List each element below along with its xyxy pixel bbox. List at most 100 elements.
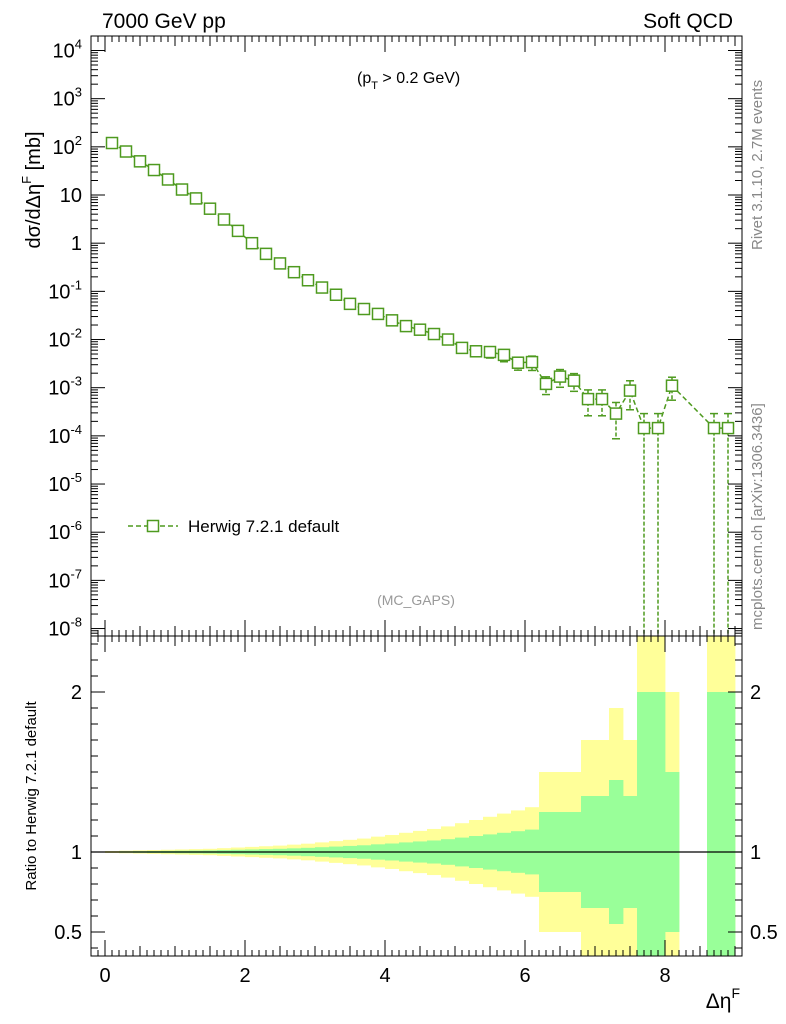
legend-label: Herwig 7.2.1 default: [188, 517, 339, 536]
x-axis: 0 2 4 6 8: [90, 36, 743, 987]
y-tick-label: 1: [71, 233, 82, 255]
ratio-y-axis-label: Ratio to Herwig 7.2.1 default: [23, 701, 40, 891]
data-point: [189, 192, 203, 205]
pt-cut-subscript: T: [371, 80, 378, 92]
main-plot-content: [105, 136, 735, 636]
data-point: [301, 273, 315, 287]
y-tick-label: 10-5: [48, 470, 82, 496]
mcplots-reference-label: mcplots.cern.ch [arXiv:1306.3436]: [749, 403, 766, 630]
data-point: [329, 288, 343, 301]
ratio-y-tick-label-right: 2: [750, 682, 761, 704]
ratio-y-tick-label: 2: [71, 682, 82, 704]
main-y-axis-label: dσ/dΔηF [mb]: [19, 131, 45, 248]
y-tick-label-exponent: -4: [70, 422, 82, 437]
data-point: [427, 327, 441, 341]
ratio-frame: [90, 635, 743, 957]
data-point: [315, 281, 329, 294]
data-point: [413, 323, 427, 336]
y-tick-label-base: 10: [48, 330, 70, 352]
x-tick-label: 2: [239, 965, 250, 987]
y-tick-label-base: 10: [53, 41, 75, 63]
data-point: [581, 392, 595, 406]
y-tick-label-exponent: -8: [70, 615, 82, 630]
data-point: [637, 421, 651, 435]
y-tick-label-base: 10: [53, 137, 75, 159]
data-point: [245, 236, 259, 250]
x-tick-label: 0: [99, 965, 110, 987]
y-tick-label: 103: [53, 85, 82, 111]
pt-cut-p: (p: [357, 70, 371, 87]
y-tick-label-base: 10: [48, 570, 70, 592]
data-point: [553, 370, 567, 383]
y-tick-label: 10-3: [48, 374, 82, 400]
data-point: [595, 392, 609, 406]
y-tick-label-base: 10: [48, 281, 70, 303]
data-point: [259, 247, 273, 261]
data-point: [497, 348, 511, 362]
data-point: [483, 345, 497, 359]
ratio-plot-content: [91, 636, 742, 956]
data-point: [525, 355, 539, 369]
y-tick-label: 10: [60, 185, 82, 207]
ratio-y-tick-label-right: 1: [750, 842, 761, 864]
x-axis-label-superscript: F: [731, 985, 740, 1001]
data-point: [203, 202, 217, 215]
pt-cut-annotation: (pT > 0.2 GeV): [357, 70, 460, 92]
y-tick-label: 10-2: [48, 326, 82, 352]
data-point: [651, 421, 665, 435]
y-tick-label-base: 10: [48, 522, 70, 544]
data-point: [357, 302, 371, 316]
y-tick-label-exponent: -3: [70, 374, 82, 389]
data-point: [399, 319, 413, 333]
y-tick-label: 10-8: [48, 615, 82, 641]
data-point: [343, 297, 357, 311]
data-point: [175, 183, 189, 196]
header-beam-label: 7000 GeV pp: [102, 10, 226, 33]
x-tick-label: 6: [519, 965, 530, 987]
y-tick-label-exponent: -1: [70, 277, 82, 292]
y-tick-label-exponent: 4: [75, 37, 82, 52]
header-process-label: Soft QCD: [643, 10, 733, 33]
y-tick-label-base: 10: [48, 426, 70, 448]
data-point: [539, 377, 553, 391]
ratio-inner-band: [651, 692, 666, 956]
y-tick-label: 10-4: [48, 422, 82, 448]
pt-cut-value: > 0.2 GeV): [378, 70, 460, 87]
data-point: [133, 155, 147, 168]
y-tick-label-exponent: -5: [70, 470, 82, 485]
ratio-inner-band: [721, 692, 736, 956]
main-y-axis-label-text: dσ/dΔη: [23, 184, 45, 249]
y-tick-label: 10-1: [48, 277, 82, 303]
y-tick-label: 102: [53, 133, 82, 159]
data-point: [707, 421, 721, 435]
y-tick-label: 104: [53, 37, 82, 63]
data-point: [567, 374, 581, 387]
data-point: [511, 356, 525, 369]
y-tick-label: 10-7: [48, 566, 82, 592]
ratio-y-axis: 0.5 0.5 1 1 2 2: [54, 643, 778, 949]
y-tick-label-exponent: -7: [70, 566, 82, 581]
y-tick-label-base: 10: [48, 378, 70, 400]
data-point: [371, 307, 385, 321]
main-y-axis-label-unit: [mb]: [23, 131, 45, 175]
y-tick-label: 10-6: [48, 518, 82, 544]
data-point: [441, 333, 455, 346]
y-tick-label-exponent: -2: [70, 326, 82, 341]
ratio-inner-band: [637, 692, 652, 956]
data-point: [287, 265, 301, 279]
data-point: [161, 173, 175, 186]
y-tick-label-base: 10: [48, 619, 70, 641]
data-point: [721, 421, 735, 435]
data-point: [623, 384, 637, 397]
main-panel: 10410310210110-110-210-310-410-510-610-7…: [19, 35, 743, 641]
data-point: [455, 341, 469, 355]
data-point: [665, 379, 679, 392]
data-point: [105, 136, 119, 150]
ratio-y-tick-label: 0.5: [54, 922, 82, 944]
y-tick-label-base: 10: [48, 474, 70, 496]
data-point: [385, 314, 399, 327]
data-point: [217, 213, 231, 226]
main-y-axis: 10410310210110-110-210-310-410-510-610-7…: [48, 35, 742, 641]
x-tick-label: 8: [659, 965, 670, 987]
